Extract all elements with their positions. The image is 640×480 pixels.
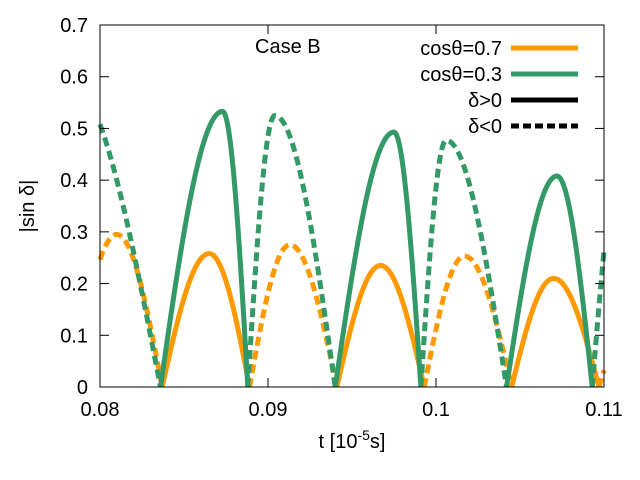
series-cos07-segment-negative	[596, 367, 607, 390]
x-axis-title-exponent: -5	[357, 427, 370, 443]
legend-entry-cos07: cosθ=0.7	[420, 38, 578, 60]
series-cos07-segment-positive	[334, 262, 427, 388]
legend-entry-delta-negative: δ<0	[468, 116, 578, 138]
series-cos03-segment-negative	[589, 250, 607, 388]
y-tick-label: 0	[77, 377, 88, 399]
y-tick-label: 0.3	[60, 222, 88, 244]
x-axis-title: t [10-5s]	[319, 427, 386, 453]
series-cos03-segment-positive	[158, 108, 251, 388]
x-tick-label: 0.08	[81, 399, 120, 421]
x-axis-title-unit: s]	[370, 431, 386, 453]
legend: cosθ=0.7 cosθ=0.3 δ>0 δ<0	[420, 38, 578, 138]
series-cos03-segment-positive	[504, 173, 595, 388]
ticks-layer: 0 0.1 0.2 0.3 0.4 0.5 0.6 0.7 0.08 0.09 0.1 0.11	[60, 15, 623, 421]
series-cos03-segment-negative	[418, 137, 510, 388]
y-tick-label: 0.5	[60, 118, 88, 140]
y-tick-label: 0.7	[60, 15, 88, 37]
x-axis-title-main: t [10	[319, 431, 358, 453]
legend-entry-cos03: cosθ=0.3	[420, 64, 578, 86]
x-tick-label: 0.1	[422, 399, 450, 421]
series-cos03-segment-positive	[332, 129, 424, 388]
y-axis-title: |sin δ|	[17, 180, 39, 233]
y-tick-label: 0.1	[60, 325, 88, 347]
plot-frame	[99, 24, 605, 388]
series-cos07-segment-negative	[247, 242, 340, 388]
legend-label-delta-positive: δ>0	[468, 90, 502, 112]
legend-label-cos03: cosθ=0.3	[420, 64, 502, 86]
x-tick-label: 0.09	[249, 399, 288, 421]
series-cos07-segment-negative	[421, 253, 515, 388]
y-tick-label: 0.2	[60, 274, 88, 296]
case-annotation: Case B	[255, 36, 321, 58]
legend-entry-delta-positive: δ>0	[468, 90, 578, 112]
y-tick-label: 0.4	[60, 170, 88, 192]
series-cos07-segment-negative	[97, 231, 165, 388]
series-cos03-segment-negative	[245, 113, 338, 388]
series-layer	[97, 108, 607, 390]
legend-label-cos07: cosθ=0.7	[420, 38, 502, 60]
legend-label-delta-negative: δ<0	[468, 116, 502, 138]
y-tick-label: 0.6	[60, 67, 88, 89]
series-cos03-segment-negative	[97, 123, 163, 388]
series-cos07-segment-positive	[159, 251, 252, 388]
x-tick-label: 0.11	[585, 399, 622, 421]
